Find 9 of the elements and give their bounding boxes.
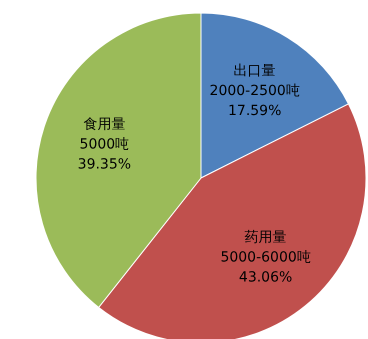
data-label: 43.06% bbox=[238, 269, 292, 286]
text: 5000-6000吨 bbox=[220, 249, 311, 266]
data-label: 17.59% bbox=[228, 102, 282, 119]
text: 2000-2500吨 bbox=[210, 82, 300, 99]
text: 5000吨 bbox=[80, 136, 130, 152]
data-label: 39.35% bbox=[78, 156, 132, 172]
slice-label: 食用量 bbox=[83, 116, 126, 132]
slice-label: 出口量 bbox=[234, 62, 276, 79]
slice-label: 药用量 bbox=[244, 229, 287, 246]
